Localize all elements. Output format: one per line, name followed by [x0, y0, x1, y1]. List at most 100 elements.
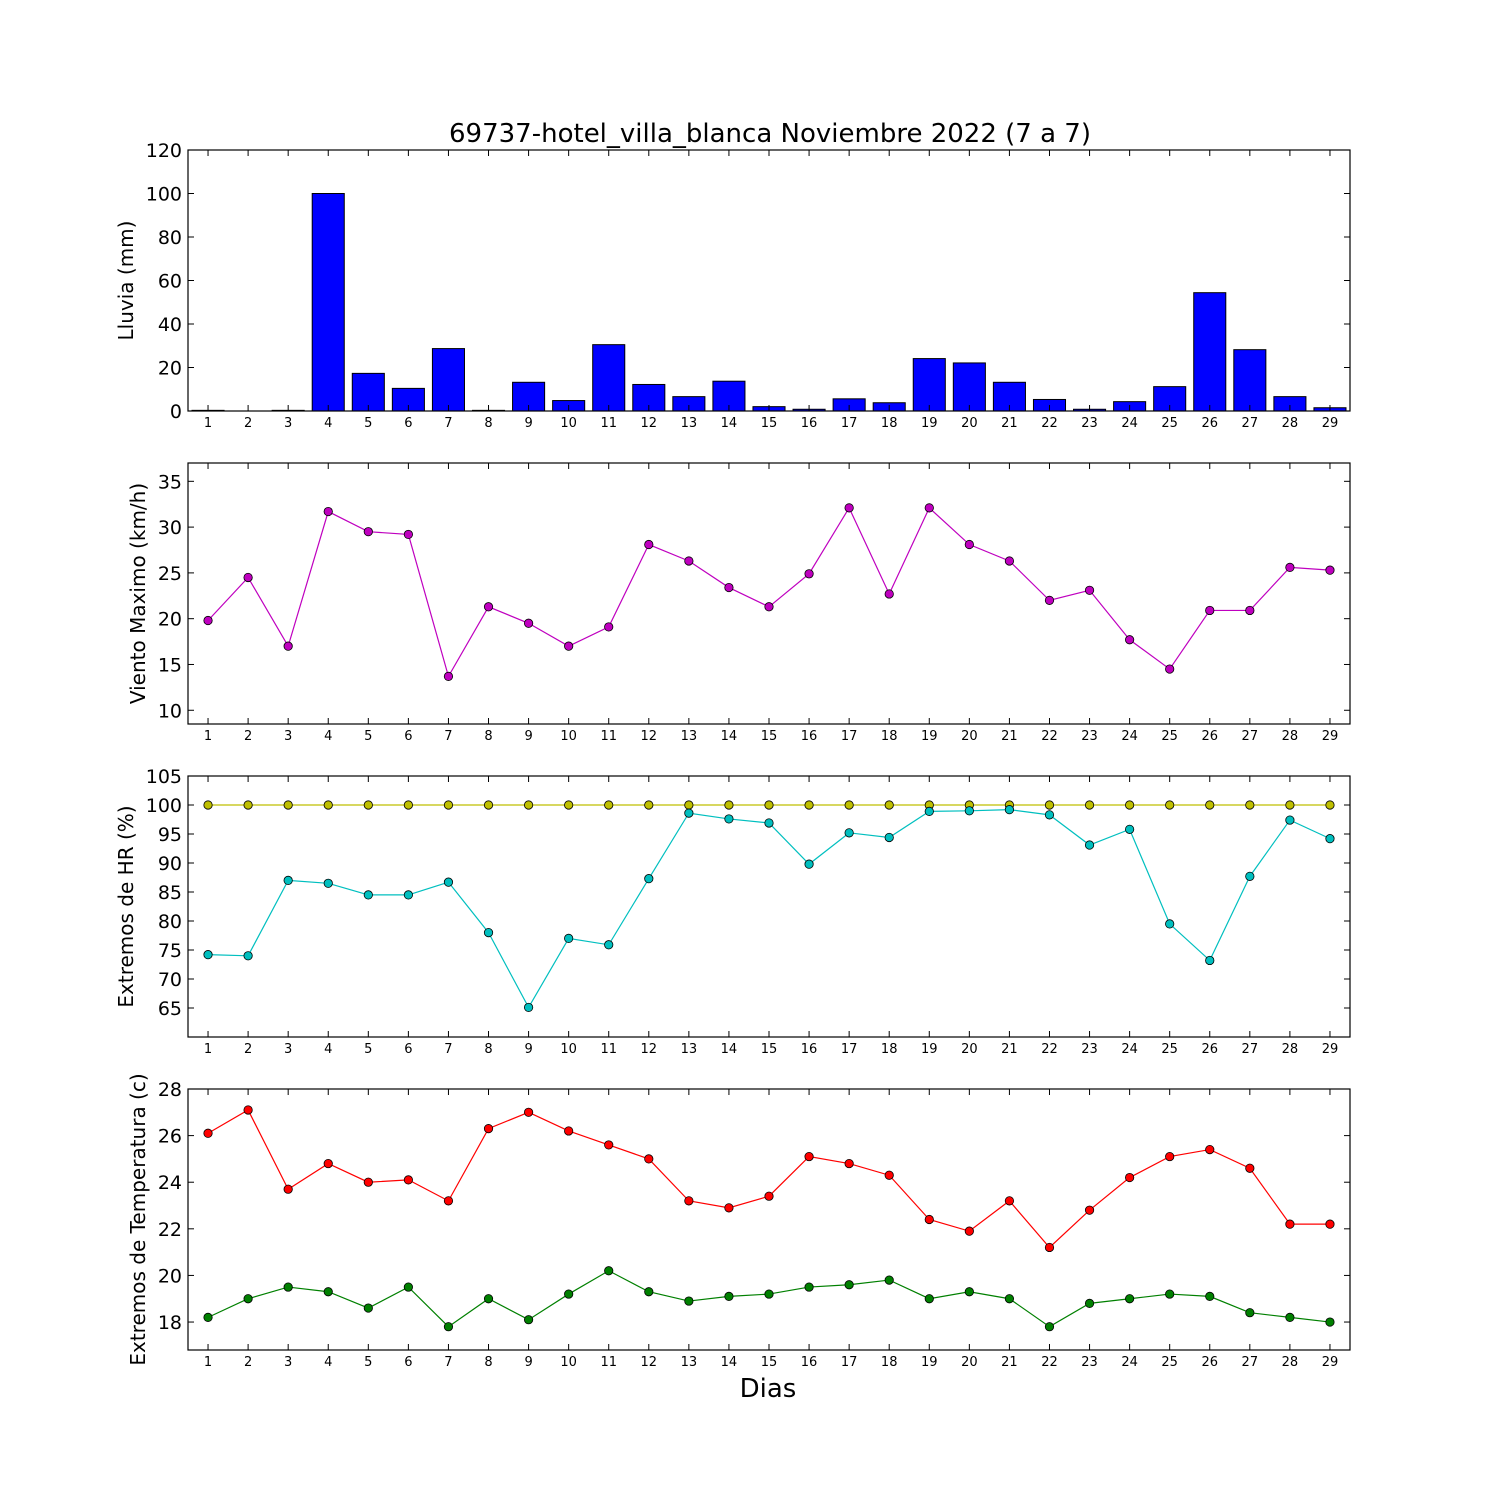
x-tick-label: 14 [721, 416, 738, 431]
x-tick-label: 6 [404, 1355, 412, 1370]
point-s1-day-9 [523, 618, 534, 628]
x-tick-label: 28 [1282, 729, 1299, 744]
point-s1-day-7 [443, 671, 454, 681]
x-tick-label: 17 [841, 1355, 858, 1370]
x-tick-label: 3 [284, 416, 292, 431]
x-tick-label: 10 [560, 729, 577, 744]
point-s2-day-19 [924, 1294, 934, 1304]
x-tick-label: 17 [841, 1042, 858, 1057]
point-s1-day-1 [203, 1128, 213, 1138]
point-s1-day-18 [884, 1170, 894, 1180]
y-tick-label: 80 [158, 227, 182, 249]
x-tick-label: 26 [1201, 1355, 1218, 1370]
y-axis-label: Extremos de Temperatura (c) [126, 1073, 150, 1365]
series-line-1 [207, 1109, 1330, 1249]
point-s1-day-5 [363, 800, 373, 810]
point-s1-day-22 [1044, 595, 1055, 605]
x-tick-label: 23 [1081, 1042, 1098, 1057]
point-s2-day-17 [844, 1280, 854, 1290]
point-s2-day-19 [924, 806, 934, 816]
point-s1-day-25 [1165, 1151, 1175, 1162]
x-tick-label: 12 [641, 1042, 658, 1057]
point-s1-day-24 [1125, 1172, 1135, 1183]
x-tick-label: 26 [1201, 729, 1218, 744]
point-s2-day-5 [363, 1303, 373, 1313]
x-tick-label: 18 [881, 1042, 898, 1057]
point-s2-day-12 [644, 874, 654, 884]
point-s2-day-26 [1205, 955, 1215, 966]
point-s2-day-8 [483, 927, 494, 938]
y-axis-label: Viento Maximo (km/h) [126, 483, 150, 704]
x-tick-label: 16 [801, 729, 818, 744]
point-s2-day-8 [483, 1294, 494, 1304]
point-s1-day-20 [964, 1226, 974, 1236]
x-tick-label: 21 [1001, 1355, 1018, 1370]
x-tick-label: 27 [1242, 1042, 1259, 1057]
bar-day-20 [952, 362, 986, 412]
point-s2-day-4 [323, 878, 333, 888]
point-s2-day-10 [564, 933, 574, 944]
x-tick-label: 29 [1322, 729, 1339, 744]
point-s1-day-5 [363, 527, 373, 537]
point-s1-day-12 [644, 539, 654, 550]
x-tick-label: 5 [364, 729, 372, 744]
point-s1-day-2 [243, 1105, 253, 1115]
point-s1-day-23 [1084, 585, 1095, 595]
y-tick-label: 40 [158, 314, 182, 336]
point-s1-day-23 [1084, 800, 1095, 810]
point-s1-day-12 [644, 800, 654, 810]
x-tick-label: 12 [641, 729, 658, 744]
x-tick-label: 6 [404, 416, 412, 431]
point-s1-day-10 [564, 641, 574, 651]
point-s2-day-6 [403, 890, 413, 900]
y-tick-label: 120 [146, 140, 182, 162]
x-tick-label: 24 [1121, 729, 1138, 744]
y-tick-label: 28 [158, 1079, 182, 1101]
point-s2-day-23 [1084, 1298, 1095, 1308]
x-tick-label: 21 [1001, 729, 1018, 744]
point-s1-day-16 [804, 800, 814, 810]
x-tick-label: 15 [761, 416, 778, 431]
x-tick-label: 1 [204, 1042, 212, 1057]
y-tick-label: 105 [146, 766, 182, 788]
point-s2-day-20 [964, 1287, 974, 1297]
point-s1-day-25 [1165, 800, 1175, 810]
point-s2-day-14 [724, 1291, 734, 1302]
point-s1-day-2 [243, 800, 253, 810]
x-tick-label: 2 [244, 729, 252, 744]
point-s2-day-16 [804, 1282, 814, 1292]
point-s2-day-29 [1325, 1317, 1335, 1327]
point-s1-day-26 [1205, 605, 1215, 616]
x-tick-label: 22 [1041, 1042, 1058, 1057]
point-s1-day-26 [1205, 1144, 1215, 1155]
point-s1-day-11 [604, 622, 614, 632]
x-tick-label: 10 [560, 1042, 577, 1057]
point-s1-day-7 [443, 800, 454, 810]
x-tick-label: 20 [961, 1042, 978, 1057]
point-s1-day-9 [523, 800, 534, 810]
y-tick-label: 25 [158, 563, 182, 585]
x-tick-label: 18 [881, 1355, 898, 1370]
point-s1-day-10 [564, 800, 574, 810]
x-tick-label: 14 [721, 1355, 738, 1370]
point-s1-day-21 [1004, 1196, 1015, 1206]
bar-day-4 [311, 193, 345, 412]
point-s2-day-24 [1125, 1294, 1135, 1304]
point-s2-day-7 [443, 1322, 454, 1332]
point-s1-day-8 [483, 1124, 494, 1134]
point-s1-day-6 [403, 529, 413, 540]
point-s2-day-13 [684, 808, 694, 818]
point-s1-day-29 [1325, 565, 1335, 575]
point-s2-day-3 [283, 875, 293, 886]
x-tick-label: 11 [600, 416, 617, 431]
point-s1-day-29 [1325, 1219, 1335, 1229]
chart-panels: 1 2 3 4 5 6 7 8 9 10 11 12 13 14 15 16 17 18 19 20 21 22 23 24 2… [114, 140, 1351, 1370]
point-s1-day-21 [1004, 556, 1015, 566]
x-tick-label: 6 [404, 1042, 412, 1057]
x-tick-label: 29 [1322, 1042, 1339, 1057]
point-s1-day-17 [844, 1158, 854, 1169]
point-s1-day-14 [724, 582, 734, 593]
y-tick-label: 20 [158, 609, 182, 631]
x-tick-label: 23 [1081, 729, 1098, 744]
